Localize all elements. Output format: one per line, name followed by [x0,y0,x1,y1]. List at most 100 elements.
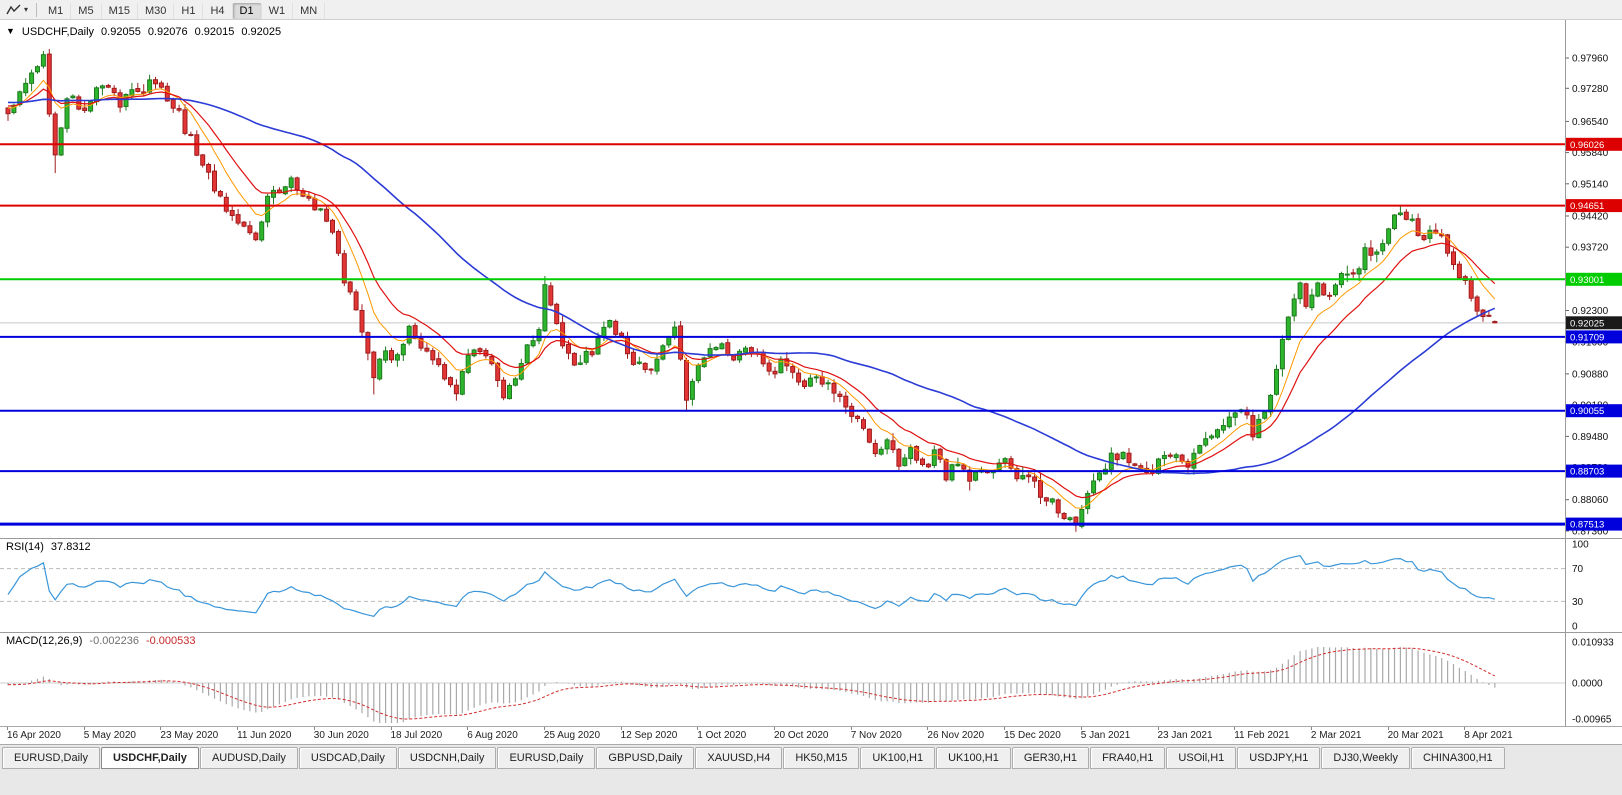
level-price-label: 0.90055 [1570,406,1604,417]
time-axis-label: 7 Nov 2020 [850,727,902,741]
level-price-label: 0.94651 [1570,201,1604,212]
rsi-tick-label: 0 [1572,622,1578,633]
chevron-down-icon: ▾ [24,5,29,14]
macd-signal-line [7,647,1496,720]
price-tick-label: 0.97960 [1572,54,1609,65]
timeframe-button-m15[interactable]: M15 [102,2,138,19]
current-price-label: 0.92025 [1570,318,1604,329]
symbol-tab-ger30-h1[interactable]: GER30,H1 [1011,747,1090,769]
level-price-badge [1566,137,1622,151]
time-axis-label: 5 May 2020 [83,727,136,741]
symbol-tab-gbpusd-daily[interactable]: GBPUSD,Daily [596,747,695,769]
time-axis-label: 5 Jan 2021 [1080,727,1131,741]
time-axis-label: 20 Mar 2021 [1387,727,1444,741]
ma-mid-line [7,88,1496,499]
time-axis-label: 30 Jun 2020 [313,727,369,741]
time-axis-label: 2 Mar 2021 [1310,727,1362,741]
macd-tick-label: -0.00965 [1572,715,1612,726]
symbol-tab-usdjpy-h1[interactable]: USDJPY,H1 [1237,747,1321,769]
time-axis-label: 12 Sep 2020 [620,727,678,741]
time-axis-label: 20 Oct 2020 [774,727,829,741]
time-axis-label: 23 Jan 2021 [1157,727,1213,741]
level-price-label: 0.91709 [1570,332,1604,343]
price-tick-label: 0.95840 [1572,148,1609,159]
price-axis[interactable]: 0.97960 0.97280 0.96540 0.95840 0.95140 0.944… [1565,20,1609,726]
line-tools-icon[interactable]: ▾ [2,1,32,19]
price-tick-label: 0.87360 [1572,527,1609,538]
price-tick-label: 0.93720 [1572,243,1609,254]
time-axis-label: 11 Jun 2020 [237,727,292,741]
symbol-tab-eurusd-daily[interactable]: EURUSD,Daily [497,747,596,769]
level-price-label: 0.96026 [1570,140,1604,151]
timeframe-buttons-group: M1 M5 M15 M30 H1 H4 D1 W1 MN [41,1,326,19]
price-tick-label: 0.96540 [1572,117,1609,128]
horizontal-levels[interactable]: 0.96026 0.94651 0.93001 0.91709 0.90055 0.887… [0,137,1622,531]
symbol-tab-fra40-h1[interactable]: FRA40,H1 [1090,747,1166,769]
level-price-label: 0.88703 [1570,467,1604,478]
symbol-tab-usdcnh-daily[interactable]: USDCNH,Daily [397,747,497,769]
rsi-tick-label: 100 [1572,540,1589,551]
timeframe-button-m30[interactable]: M30 [138,2,175,19]
timeframe-toolbar: ▾ M1 M5 M15 M30 H1 H4 D1 W1 MN [0,0,1622,20]
symbol-tab-usdchf-daily[interactable]: USDCHF,Daily [100,747,199,769]
time-axis-label: 6 Aug 2020 [467,727,518,741]
current-price-badge: 0.92025 [1566,316,1622,330]
indicator-panels: 100 70 30 0 0.010933 0.0000 -0.00965 [0,538,1622,726]
time-axis-label: 15 Dec 2020 [1004,727,1061,741]
timeframe-button-w1[interactable]: W1 [262,2,294,19]
rsi-line [7,555,1495,617]
symbol-tab-hk50-m15[interactable]: HK50,M15 [783,747,860,769]
timeframe-button-m1[interactable]: M1 [41,2,72,19]
macd-tick-label: 0.0000 [1572,679,1603,690]
candlesticks [5,49,1498,532]
time-axis-label: 18 Jul 2020 [390,727,443,741]
level-price-label: 0.93001 [1570,275,1604,286]
price-tick-label: 0.92300 [1572,306,1609,317]
price-tick-label: 0.97280 [1572,84,1609,95]
chart-tabs-bar: EURUSD,Daily USDCHF,Daily AUDUSD,Daily USDC… [0,744,1622,795]
level-price-badge [1566,517,1622,531]
symbol-tab-usoil-h1[interactable]: USOil,H1 [1166,747,1237,769]
price-tick-label: 0.88060 [1572,495,1609,506]
moving-averages [7,79,1496,509]
level-price-badge [1566,330,1622,344]
timeframe-button-mn[interactable]: MN [293,2,326,19]
symbol-tab-uk100-h1[interactable]: UK100,H1 [860,747,936,769]
timeframe-button-h4[interactable]: H4 [203,2,233,19]
time-axis-label: 26 Nov 2020 [927,727,985,741]
time-axis-label: 1 Oct 2020 [697,727,747,741]
level-price-label: 0.87513 [1570,520,1604,531]
level-price-badge [1566,199,1622,213]
symbol-tab-audusd-daily[interactable]: AUDUSD,Daily [199,747,298,769]
rsi-tick-label: 30 [1572,597,1584,608]
level-price-badge [1566,272,1622,286]
level-price-badge [1566,404,1622,418]
chart-area: 0.97960 0.97280 0.96540 0.95840 0.95140 0.944… [0,20,1622,726]
price-tick-label: 0.94420 [1572,212,1609,223]
macd-tick-label: 0.010933 [1572,638,1614,649]
chart-canvas[interactable]: 0.97960 0.97280 0.96540 0.95840 0.95140 0.944… [0,20,1622,726]
zigzag-line-icon [6,4,21,14]
time-axis-label: 16 Apr 2020 [7,727,61,741]
symbol-tab-uk100-h1[interactable]: UK100,H1 [936,747,1011,769]
toolbar-separator [36,2,38,17]
price-tick-label: 0.89480 [1572,432,1609,443]
symbol-tab-dj30-weekly[interactable]: DJ30,Weekly [1321,747,1410,769]
symbol-tab-china300-h1[interactable]: CHINA300,H1 [1410,747,1505,769]
timeframe-button-d1[interactable]: D1 [232,2,262,19]
time-axis-label: 23 May 2020 [160,727,219,741]
ma-slow-line [7,97,1496,475]
time-axis-label: 11 Feb 2021 [1234,727,1290,741]
rsi-tick-label: 70 [1572,564,1584,575]
time-axis[interactable]: 16 Apr 2020 5 May 2020 23 May 2020 11 Jun 2… [0,726,1622,744]
level-price-badge [1566,464,1622,478]
symbol-tab-xauusd-h4[interactable]: XAUUSD,H4 [695,747,783,769]
symbol-tab-eurusd-daily[interactable]: EURUSD,Daily [2,747,100,769]
timeframe-button-m5[interactable]: M5 [71,2,102,19]
price-tick-label: 0.95140 [1572,179,1609,190]
time-axis-label: 25 Aug 2020 [543,727,601,741]
timeframe-button-h1[interactable]: H1 [174,2,204,19]
price-tick-label: 0.90880 [1572,369,1609,380]
symbol-tab-usdcad-daily[interactable]: USDCAD,Daily [298,747,397,769]
